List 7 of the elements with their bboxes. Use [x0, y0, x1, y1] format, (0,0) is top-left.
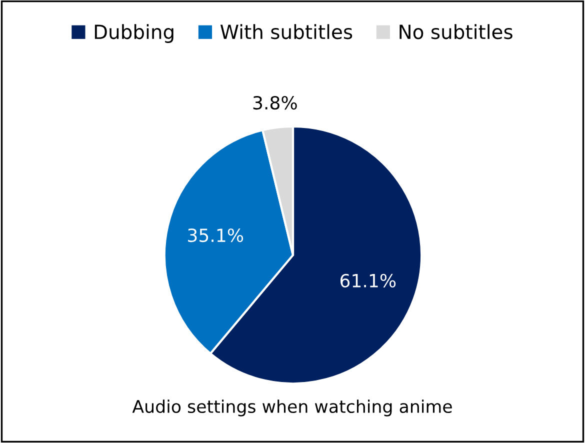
data-label: 35.1%: [188, 228, 244, 242]
data-label: 61.1%: [340, 274, 396, 288]
legend-label: With subtitles: [220, 24, 352, 40]
text: Audio settings when watching anime: [132, 400, 452, 416]
legend-label: Dubbing: [94, 24, 174, 43]
legend-label: No subtitles: [400, 24, 512, 40]
data-label: 3.8%: [253, 96, 297, 110]
